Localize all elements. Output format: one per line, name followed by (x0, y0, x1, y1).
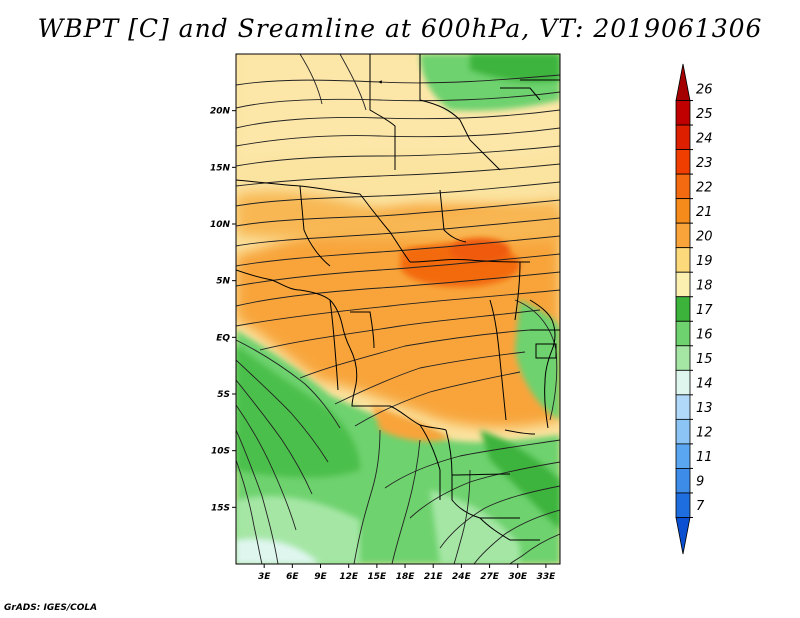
colorbar-swatch (675, 394, 691, 420)
colorbar-swatch (675, 320, 691, 347)
colorbar-swatch (675, 149, 691, 175)
map-title: WBPT [C] and Sreamline at 600hPa, VT: 20… (37, 14, 763, 43)
colorbar-swatch (675, 468, 691, 494)
colorbar-swatch (675, 271, 691, 298)
colorbar-label: 7 (696, 499, 705, 514)
colorbar-top-arrow (675, 63, 691, 101)
lon-tick-label: 24E (452, 572, 472, 582)
streamlines (236, 54, 560, 564)
lat-tick-label: 15N (210, 163, 231, 173)
colorbar-swatch (675, 198, 691, 224)
colorbar-swatch (675, 100, 691, 126)
colorbar: 26 25 24 23 22 21 20 19 18 17 16 15 14 13 12 11 9 7 (675, 63, 713, 555)
colorbar-label: 26 (696, 82, 713, 97)
colorbar-swatch (675, 345, 691, 371)
grads-credit: GrADS: IGES/COLA (4, 603, 98, 613)
colorbar-label: 17 (696, 303, 713, 318)
lat-tick-label: 10N (210, 220, 231, 230)
colorbar-label: 18 (696, 278, 713, 293)
colorbar-swatch (675, 369, 691, 396)
lon-tick-label: 33E (537, 572, 557, 582)
lon-tick-label: 6E (286, 572, 299, 582)
lon-tick-label: 12E (339, 572, 359, 582)
lon-tick-label: 21E (424, 572, 444, 582)
colorbar-label: 12 (696, 426, 713, 441)
colorbar-label: 16 (696, 328, 713, 343)
country-borders (236, 54, 560, 541)
colorbar-swatch (675, 296, 691, 322)
colorbar-label: 19 (696, 254, 713, 269)
lon-tick-label: 27E (480, 572, 500, 582)
wbpt-shading (236, 54, 560, 564)
colorbar-label: 20 (696, 229, 713, 244)
colorbar-swatch (675, 222, 691, 249)
colorbar-swatch (675, 124, 691, 150)
map-frame (235, 53, 561, 565)
colorbar-label: 14 (696, 377, 713, 392)
lon-tick-label: 18E (396, 572, 416, 582)
colorbar-swatch (675, 443, 691, 469)
lat-tick-label: 15S (211, 503, 230, 513)
colorbar-label: 22 (696, 180, 713, 195)
lat-tick-label: 5S (217, 390, 230, 400)
colorbar-label: 15 (696, 352, 713, 367)
lon-tick-label: 9E (314, 572, 327, 582)
colorbar-swatch (675, 247, 691, 273)
colorbar-swatch (675, 173, 691, 200)
colorbar-swatch (675, 418, 691, 445)
colorbar-swatch (675, 492, 691, 518)
lat-tick-label: 20N (210, 107, 231, 117)
map-plot-area[interactable] (236, 54, 560, 564)
lat-tick-label: 5N (216, 277, 230, 287)
lon-tick-label: 30E (508, 572, 528, 582)
colorbar-label: 23 (696, 156, 713, 171)
colorbar-label: 9 (696, 475, 704, 490)
colorbar-label: 25 (696, 107, 713, 122)
lon-tick-label: 15E (368, 572, 388, 582)
colorbar-bottom-arrow (675, 517, 691, 555)
lat-tick-label: EQ (216, 333, 230, 343)
latitude-axis: 20N 15N 10N 5N EQ 5S 10S 15S (210, 107, 236, 513)
colorbar-label: 13 (696, 401, 713, 416)
colorbar-label: 24 (696, 131, 713, 146)
lat-tick-label: 10S (211, 447, 230, 457)
colorbar-label: 11 (696, 450, 713, 465)
longitude-axis: 3E 6E 9E 12E 15E 18E 21E 24E 27E 30E 33E (258, 564, 556, 582)
lon-tick-label: 3E (258, 572, 271, 582)
colorbar-label: 21 (696, 205, 713, 220)
